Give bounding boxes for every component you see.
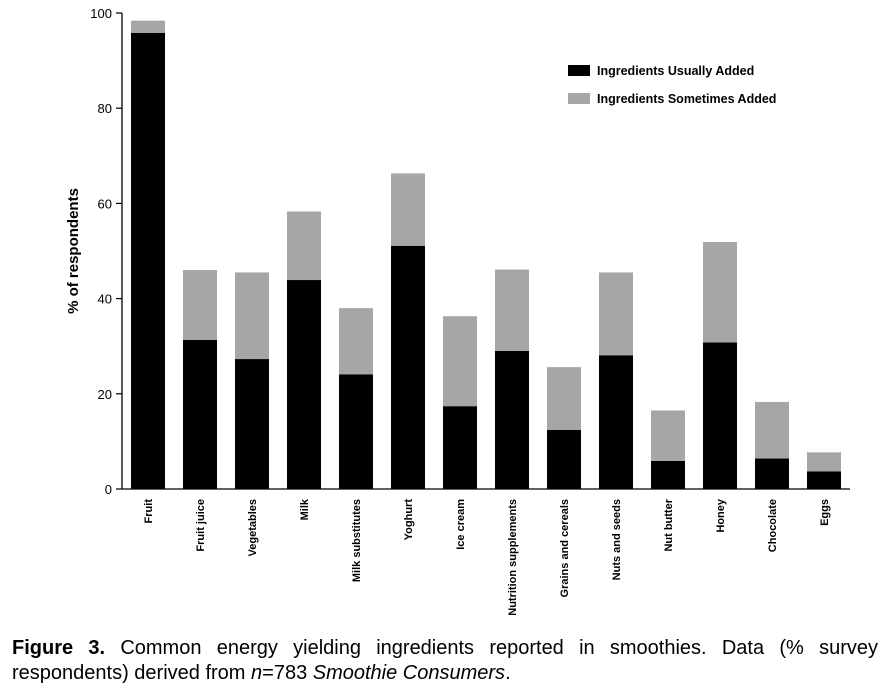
bar-sometimes-added bbox=[495, 269, 529, 351]
y-tick-label: 100 bbox=[90, 6, 112, 21]
y-tick-label: 0 bbox=[105, 482, 112, 497]
bar-usually-added bbox=[391, 245, 425, 489]
bars-group bbox=[131, 20, 841, 489]
bar-sometimes-added bbox=[339, 308, 373, 375]
bar-usually-added bbox=[807, 471, 841, 489]
caption-italic-phrase: Smoothie Consumers bbox=[312, 662, 506, 684]
y-tick-label: 80 bbox=[98, 101, 112, 116]
bar-usually-added bbox=[651, 460, 685, 489]
x-tick-label: Yoghurt bbox=[403, 499, 415, 541]
bar-usually-added bbox=[183, 340, 217, 489]
y-axis-label: % of respondents bbox=[65, 188, 82, 314]
bar-sometimes-added bbox=[287, 211, 321, 281]
y-tick-label: 60 bbox=[98, 196, 112, 211]
x-tick-label: Milk substitutes bbox=[351, 499, 363, 582]
bar-usually-added bbox=[287, 280, 321, 489]
bar-usually-added bbox=[443, 406, 477, 489]
legend-swatch bbox=[568, 93, 590, 104]
stacked-bar-chart: 0 20 40 60 80 100 Fruit Fruit juice Vegetables M… bbox=[65, 6, 850, 616]
legend-label: Ingredients Sometimes Added bbox=[597, 92, 776, 106]
x-tick-label: Nutrition supplements bbox=[507, 499, 519, 616]
legend: Ingredients Usually Added Ingredients Som… bbox=[568, 64, 776, 106]
caption-label: Figure 3. bbox=[12, 637, 106, 659]
bar-usually-added bbox=[339, 374, 373, 489]
bar-sometimes-added bbox=[651, 410, 685, 461]
bar-sometimes-added bbox=[391, 173, 425, 246]
x-tick-label: Ice cream bbox=[455, 499, 467, 550]
x-tick-labels-group: Fruit Fruit juice Vegetables Milk Milk subst… bbox=[143, 498, 831, 616]
bar-sometimes-added bbox=[599, 272, 633, 356]
y-ticks-group: 0 20 40 60 80 100 bbox=[90, 6, 122, 497]
bar-sometimes-added bbox=[235, 272, 269, 360]
caption-n-value: =783 bbox=[262, 662, 313, 684]
y-tick-label: 20 bbox=[98, 387, 112, 402]
x-tick-label: Fruit bbox=[143, 499, 155, 524]
caption-end: . bbox=[505, 662, 511, 684]
bar-usually-added bbox=[703, 342, 737, 489]
bar-usually-added bbox=[131, 32, 165, 489]
bar-sometimes-added bbox=[443, 316, 477, 407]
bar-usually-added bbox=[547, 429, 581, 489]
bar-sometimes-added bbox=[183, 270, 217, 341]
bar-sometimes-added bbox=[807, 452, 841, 472]
x-tick-label: Vegetables bbox=[247, 499, 259, 556]
x-tick-label: Eggs bbox=[819, 499, 831, 526]
x-tick-label: Fruit juice bbox=[195, 499, 207, 552]
figure-caption: Figure 3. Common energy yielding ingredi… bbox=[12, 636, 878, 686]
y-tick-label: 40 bbox=[98, 292, 112, 307]
bar-sometimes-added bbox=[755, 401, 789, 459]
bar-usually-added bbox=[235, 359, 269, 489]
bar-usually-added bbox=[599, 355, 633, 489]
x-tick-label: Grains and cereals bbox=[559, 499, 571, 597]
legend-label: Ingredients Usually Added bbox=[597, 64, 754, 78]
caption-text: Common energy yielding ingredients repor… bbox=[12, 637, 878, 684]
caption-n-symbol: n bbox=[251, 662, 263, 684]
x-tick-label: Milk bbox=[299, 498, 311, 520]
legend-swatch bbox=[568, 65, 590, 76]
x-tick-label: Honey bbox=[715, 498, 727, 533]
x-tick-label: Nuts and seeds bbox=[611, 499, 623, 580]
bar-sometimes-added bbox=[547, 367, 581, 430]
bar-sometimes-added bbox=[131, 20, 165, 33]
bar-usually-added bbox=[755, 458, 789, 489]
bar-usually-added bbox=[495, 350, 529, 489]
bar-sometimes-added bbox=[703, 241, 737, 343]
x-tick-label: Chocolate bbox=[767, 499, 779, 552]
x-tick-label: Nut butter bbox=[663, 498, 675, 551]
